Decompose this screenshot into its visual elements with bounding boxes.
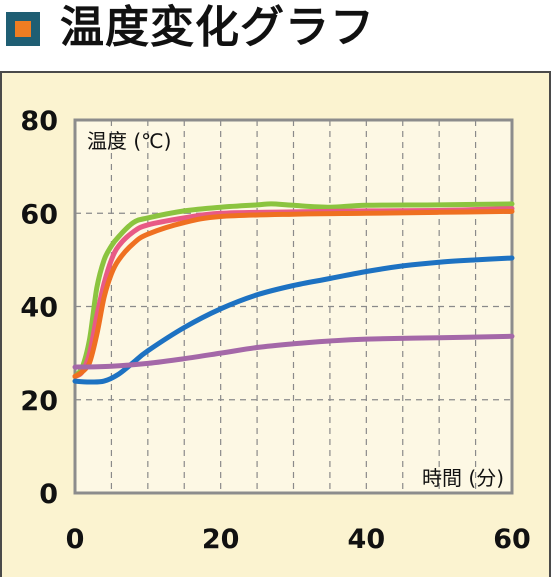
plot-border <box>73 118 514 495</box>
title-marker-inner <box>15 21 31 37</box>
series-line-1 <box>72 201 515 379</box>
x-tick-label: 40 <box>348 524 386 555</box>
y-axis-title: 温度 (℃) <box>87 129 171 153</box>
series-line-4 <box>72 255 515 385</box>
x-tick-label: 60 <box>493 524 531 555</box>
label-layer: 0 20 40 60 80 0 20 40 60 温度 (℃) 時間 (分) <box>20 106 530 555</box>
x-tick-label: 0 <box>66 524 85 555</box>
y-tick-label: 60 <box>20 199 58 230</box>
title-marker-icon <box>6 12 40 46</box>
x-tick-label: 20 <box>202 524 240 555</box>
line-chart: 0 20 40 60 80 0 20 40 60 温度 (℃) 時間 (分) <box>20 106 530 555</box>
y-tick-label: 80 <box>20 106 58 137</box>
chart-frame: 0 20 40 60 80 0 20 40 60 温度 (℃) 時間 (分) <box>0 71 551 577</box>
grid-layer <box>73 118 514 495</box>
series-line-3 <box>72 208 515 379</box>
series-layer <box>72 201 515 385</box>
y-tick-label: 0 <box>39 479 58 510</box>
page-title: 温度変化グラフ <box>60 2 375 53</box>
y-tick-label: 20 <box>20 386 58 417</box>
series-line-5 <box>72 333 515 370</box>
title-bar: 温度変化グラフ <box>0 0 551 64</box>
x-axis-title: 時間 (分) <box>422 466 504 490</box>
y-tick-label: 40 <box>20 293 58 324</box>
